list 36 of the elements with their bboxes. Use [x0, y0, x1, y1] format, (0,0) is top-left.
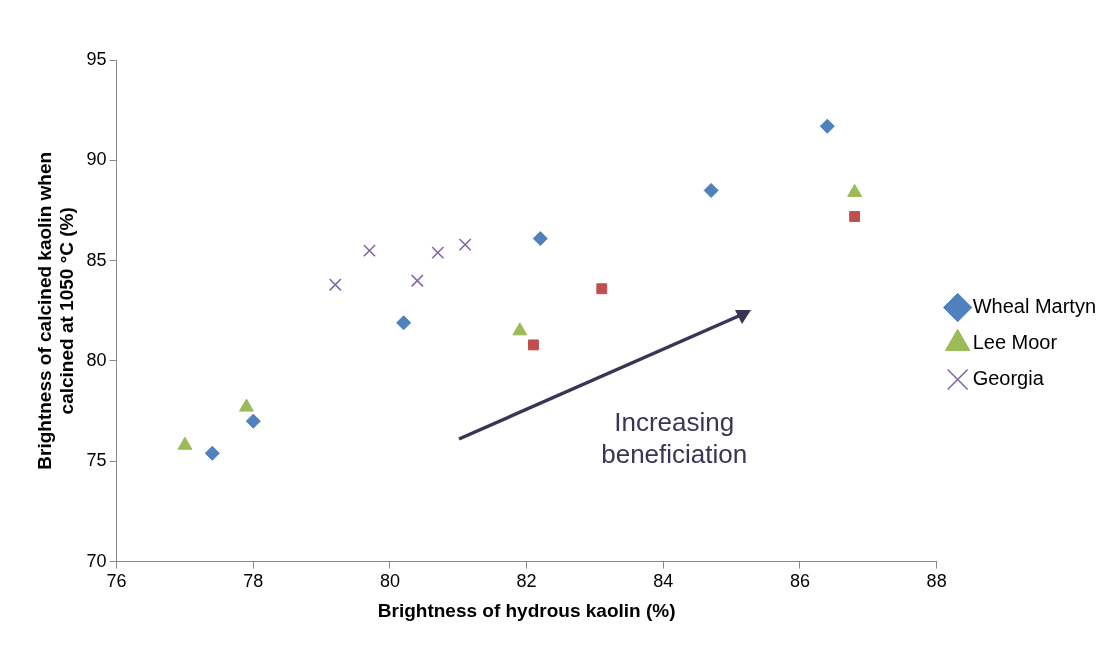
x-tick-label: 86 — [789, 571, 810, 592]
point — [431, 246, 445, 260]
point — [512, 322, 528, 336]
x-tick-label: 84 — [653, 571, 674, 592]
y-tick-label: 85 — [86, 249, 107, 270]
point — [532, 231, 548, 247]
x-tick-label: 82 — [516, 571, 537, 592]
point — [849, 211, 861, 222]
point — [396, 315, 412, 331]
point — [703, 182, 719, 198]
y-tick-label: 80 — [86, 349, 107, 370]
legend-label: Georgia — [972, 367, 1045, 390]
point — [596, 283, 608, 295]
x-tick-label: 88 — [926, 571, 947, 592]
x-axis-title: Brightness of hydrous kaolin (%) — [377, 599, 676, 621]
point — [819, 118, 835, 134]
x-tick-label: 76 — [106, 571, 127, 592]
point — [528, 339, 539, 351]
y-tick-label: 70 — [86, 550, 107, 571]
legend-label: Wheal Martyn — [972, 295, 1097, 318]
point — [328, 278, 342, 292]
legend-label: Lee Moor — [972, 331, 1058, 354]
point — [245, 413, 261, 429]
point — [363, 244, 376, 258]
point — [239, 398, 254, 412]
y-tick-label: 95 — [86, 48, 107, 69]
x-tick-label: 80 — [379, 571, 400, 592]
point — [177, 436, 193, 450]
y-tick-label: 75 — [86, 450, 107, 471]
y-axis-title: Brightness of calcined kaolin when calcined at 1050 °C (%) — [33, 151, 78, 470]
y-tick-label: 90 — [86, 149, 107, 170]
x-tick-label: 78 — [243, 571, 264, 592]
annotation: Increasing beneficiation — [601, 407, 748, 470]
point — [410, 274, 424, 288]
point — [458, 238, 472, 251]
point — [204, 445, 220, 461]
